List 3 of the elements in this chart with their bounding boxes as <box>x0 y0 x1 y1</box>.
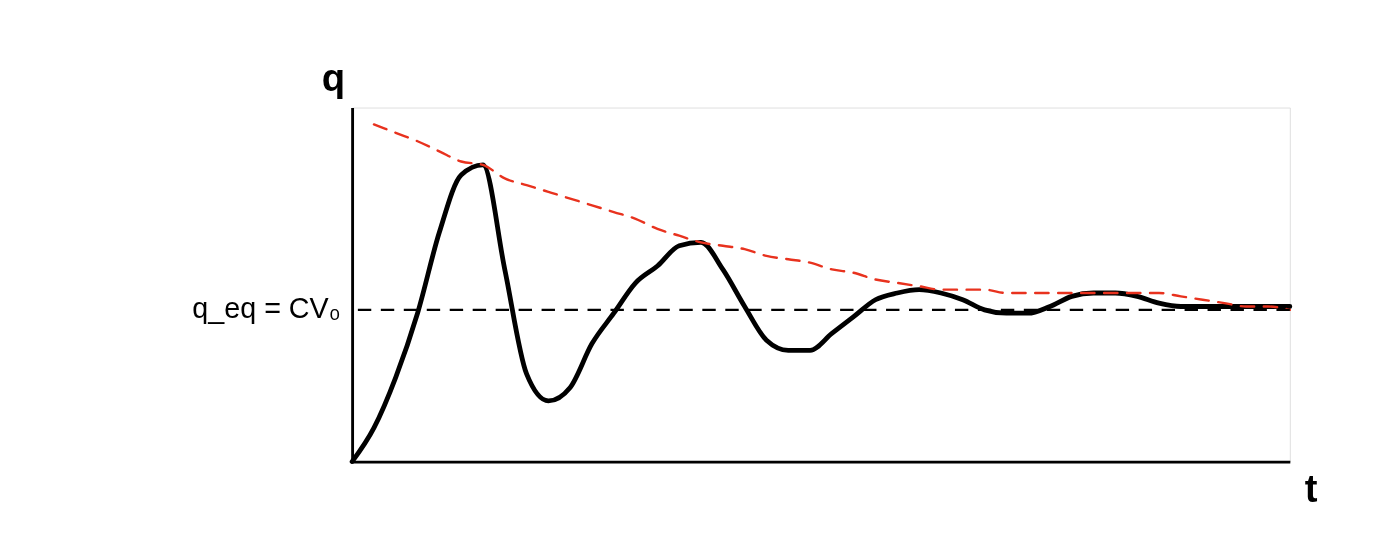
y-axis-title: q <box>321 55 346 99</box>
x-axis-title: t <box>1304 467 1318 511</box>
ref-line-label: q_eq = CV₀ <box>192 292 341 325</box>
